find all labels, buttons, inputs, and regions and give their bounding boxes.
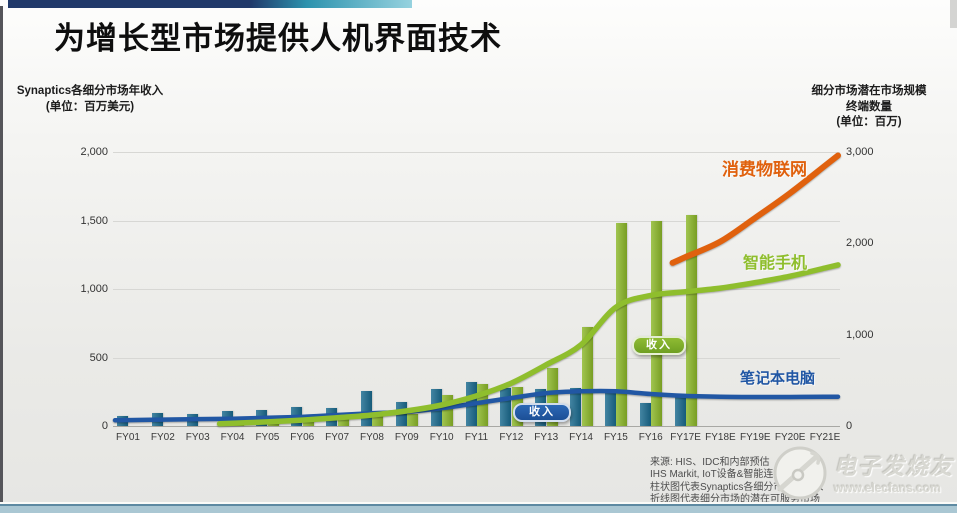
- gridline: [113, 152, 840, 153]
- watermark-site: www.elecfans.com: [833, 481, 941, 495]
- x-axis-labels: FY01 FY02 FY03 FY04 FY05 FY06 FY07 FY08 FY09 FY10…: [113, 432, 840, 446]
- right-tick-label: 3,000: [846, 146, 874, 158]
- x-axis-label: FY02: [150, 432, 175, 443]
- revenue-pill-green: 收入: [632, 336, 686, 355]
- bar-smartphone-revenue: [616, 223, 628, 426]
- bar-smartphone-revenue: [337, 416, 349, 426]
- right-tick-label: 2,000: [846, 237, 874, 250]
- watermark-text: 电子发烧友 www.elecfans.com: [833, 454, 954, 496]
- corner-strip: [950, 0, 957, 28]
- revenue-pill-blue: 收入: [513, 403, 571, 422]
- x-axis-label: FY19E: [740, 432, 771, 443]
- x-axis-label: FY12: [499, 432, 524, 443]
- x-axis-label: FY21E: [809, 432, 841, 443]
- right-axis-title: 细分市场潜在市场规模 终端数量 (单位：百万): [783, 84, 955, 131]
- left-edge-border: [0, 6, 3, 504]
- left-tick-label: 1,500: [80, 214, 108, 227]
- bar-notebook-revenue: [604, 392, 616, 426]
- x-axis-label: FY11: [464, 432, 489, 443]
- watermark-brand: 电子发烧友: [833, 454, 954, 479]
- left-axis-ticks: 2,000 1,500 1,000 500 0: [38, 146, 108, 432]
- bar-notebook-revenue: [639, 402, 651, 426]
- line-notebook: [112, 388, 841, 423]
- left-axis-title-line2: (单位：百万美元): [45, 100, 135, 113]
- bar-notebook-revenue: [360, 391, 372, 426]
- source-line: 来源: HIS、IDC和内部预估: [650, 457, 770, 468]
- gridline: [113, 220, 840, 222]
- left-tick-label: 500: [89, 351, 108, 364]
- x-axis-label: FY15: [603, 432, 628, 443]
- left-tick-label: 2,000: [80, 146, 108, 158]
- line-label-notebook: 笔记本电脑: [740, 370, 816, 387]
- bar-smartphone-revenue: [686, 215, 698, 426]
- source-note: 来源: HIS、IDC和内部预估 IHS Markit, IoT设备&智能连接服…: [650, 457, 823, 507]
- left-tick-label: 0: [101, 420, 108, 432]
- source-line: 柱状图代表Synaptics各细分市场年收入: [650, 481, 824, 493]
- source-line: 折线图代表细分市场的潜在可服务市场: [650, 494, 820, 506]
- gridline: [113, 289, 840, 290]
- x-axis-label: FY07: [325, 432, 350, 443]
- x-axis-label: FY09: [394, 432, 419, 443]
- right-tick-label: 1,000: [846, 328, 874, 341]
- x-axis-label: FY06: [290, 432, 315, 443]
- bar-notebook-revenue: [674, 397, 686, 426]
- bar-notebook-revenue: [500, 388, 512, 426]
- x-axis-label: FY17E: [670, 432, 701, 443]
- x-axis-label: FY04: [220, 432, 245, 443]
- x-axis-label: FY08: [359, 432, 384, 443]
- bar-notebook-revenue: [570, 387, 582, 426]
- bottom-accent-stripe: [0, 504, 957, 513]
- plot-area: 收入 收入: [112, 152, 841, 427]
- left-axis-title-line1: Synaptics各细分市场年收入: [16, 85, 164, 97]
- bar-smartphone-revenue: [407, 414, 419, 426]
- x-axis-label: FY16: [638, 432, 663, 443]
- top-accent-bar: [8, 0, 412, 8]
- left-tick-label: 1,000: [80, 283, 108, 295]
- line-label-smartphone: 智能手机: [743, 255, 808, 272]
- watermark: 电子发烧友 www.elecfans.com: [772, 445, 954, 506]
- x-axis-label: FY01: [116, 432, 140, 443]
- line-label-consumer-iot: 消费物联网: [722, 160, 807, 179]
- left-axis-title: Synaptics各细分市场年收入 (单位：百万美元): [2, 84, 178, 115]
- right-tick-label: 0: [846, 420, 853, 432]
- right-axis-title-line3: (单位：百万): [836, 116, 902, 129]
- source-line: IHS Markit, IoT设备&智能连接服务, 20: [650, 469, 821, 481]
- x-axis-label: FY03: [185, 432, 210, 443]
- bar-smartphone-revenue: [372, 413, 384, 426]
- gridline: [113, 357, 840, 359]
- bar-smartphone-revenue: [442, 395, 454, 426]
- line-consumer-iot: [669, 152, 841, 266]
- right-axis-ticks: 3,000 2,000 1,000 0: [846, 146, 916, 432]
- axis-baseline: [113, 426, 840, 427]
- page-title: 为增长型市场提供人机界面技术: [54, 21, 502, 56]
- bar-smartphone-revenue: [581, 327, 593, 426]
- x-axis-label: FY14: [569, 432, 593, 443]
- bottom-divider: [0, 502, 957, 504]
- chart-lines-svg: [112, 152, 841, 427]
- x-axis-label: FY20E: [774, 432, 806, 443]
- right-axis-title-line1: 细分市场潜在市场规模: [811, 85, 927, 97]
- elecfans-logo-icon: [772, 445, 828, 506]
- bar-smartphone-revenue: [546, 368, 558, 426]
- bar-smartphone-revenue: [651, 220, 663, 426]
- right-axis-title-line2: 终端数量: [846, 100, 892, 113]
- bar-smartphone-revenue: [477, 384, 488, 426]
- line-smartphone: [216, 262, 841, 427]
- x-axis-label: FY13: [534, 432, 559, 443]
- x-axis-label: FY05: [255, 432, 280, 443]
- x-axis-label: FY10: [429, 432, 454, 443]
- x-axis-label: FY18E: [705, 432, 736, 443]
